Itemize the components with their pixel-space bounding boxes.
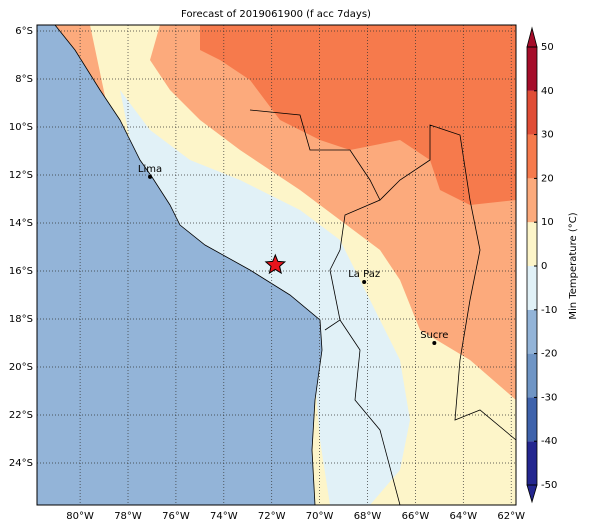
cool-region xyxy=(120,90,410,505)
x-tick-label: 74°W xyxy=(210,511,238,522)
y-tick-label: 6°S xyxy=(15,26,33,37)
city-marker xyxy=(362,280,367,285)
colorbar-tick-label: -40 xyxy=(541,436,557,447)
city-label: Sucre xyxy=(420,330,448,341)
colorbar-tick-label: -30 xyxy=(541,392,557,403)
colorbar-bin xyxy=(527,47,537,91)
grid xyxy=(37,25,516,505)
colorbar-tick-label: 30 xyxy=(541,130,554,141)
colorbar-tick-label: 40 xyxy=(541,86,554,97)
colorbar-extend-high xyxy=(526,26,538,48)
star-marker xyxy=(264,253,287,275)
y-tick-label: 8°S xyxy=(15,74,33,85)
colorbar-tick-label: 50 xyxy=(541,42,554,53)
y-tick-label: 10°S xyxy=(9,122,33,133)
x-tick-label: 70°W xyxy=(306,511,334,522)
map-area xyxy=(37,25,516,505)
x-tick-label: 62°W xyxy=(497,511,525,522)
city-label: Lima xyxy=(138,164,162,175)
x-tick-label: 80°W xyxy=(66,511,94,522)
colorbar-bin xyxy=(527,90,537,135)
colorbar-bin xyxy=(527,309,537,354)
colorbar-bin xyxy=(527,397,537,442)
border xyxy=(339,319,401,505)
y-tick-label: 18°S xyxy=(9,314,33,325)
city-marker xyxy=(432,341,437,345)
border xyxy=(379,124,516,441)
coastline xyxy=(54,25,323,505)
colorbar-bin xyxy=(527,222,537,266)
x-tick-label: 78°W xyxy=(114,511,142,522)
y-tick-label: 14°S xyxy=(9,218,33,229)
colorbar-bin xyxy=(527,353,537,398)
map-frame xyxy=(36,24,517,506)
colorbar-extend-low xyxy=(526,484,538,504)
colorbar-tick-label: -10 xyxy=(541,305,557,316)
y-tick-label: 22°S xyxy=(9,410,33,421)
colorbar-bin xyxy=(527,441,537,485)
x-tick-label: 66°W xyxy=(402,511,430,522)
y-tick-label: 16°S xyxy=(9,266,33,277)
warm-region xyxy=(200,25,516,205)
x-tick-label: 76°W xyxy=(162,511,190,522)
colorbar-tick-label: 20 xyxy=(541,173,554,184)
x-tick-label: 64°W xyxy=(449,511,477,522)
colorbar-bin xyxy=(527,178,537,223)
y-tick-label: 12°S xyxy=(9,170,33,181)
ocean xyxy=(37,25,322,505)
colorbar-tick-label: -20 xyxy=(541,349,557,360)
colorbar-tick-label: -50 xyxy=(541,480,557,491)
colorbar-tick-label: 10 xyxy=(541,217,554,228)
x-tick-label: 72°W xyxy=(258,511,286,522)
colorbar-bin xyxy=(527,134,537,179)
map-title: Forecast of 2019061900 (f acc 7days) xyxy=(181,9,371,20)
colorbar-tick-label: 0 xyxy=(541,261,547,272)
city-marker xyxy=(148,174,153,179)
y-tick-label: 24°S xyxy=(9,458,33,469)
y-tick-label: 20°S xyxy=(9,362,33,373)
city-label: La Paz xyxy=(348,269,380,280)
x-tick-label: 68°W xyxy=(354,511,382,522)
colorbar-label: Min Temperature (°C) xyxy=(568,212,579,319)
colorbar-bin xyxy=(527,266,537,310)
